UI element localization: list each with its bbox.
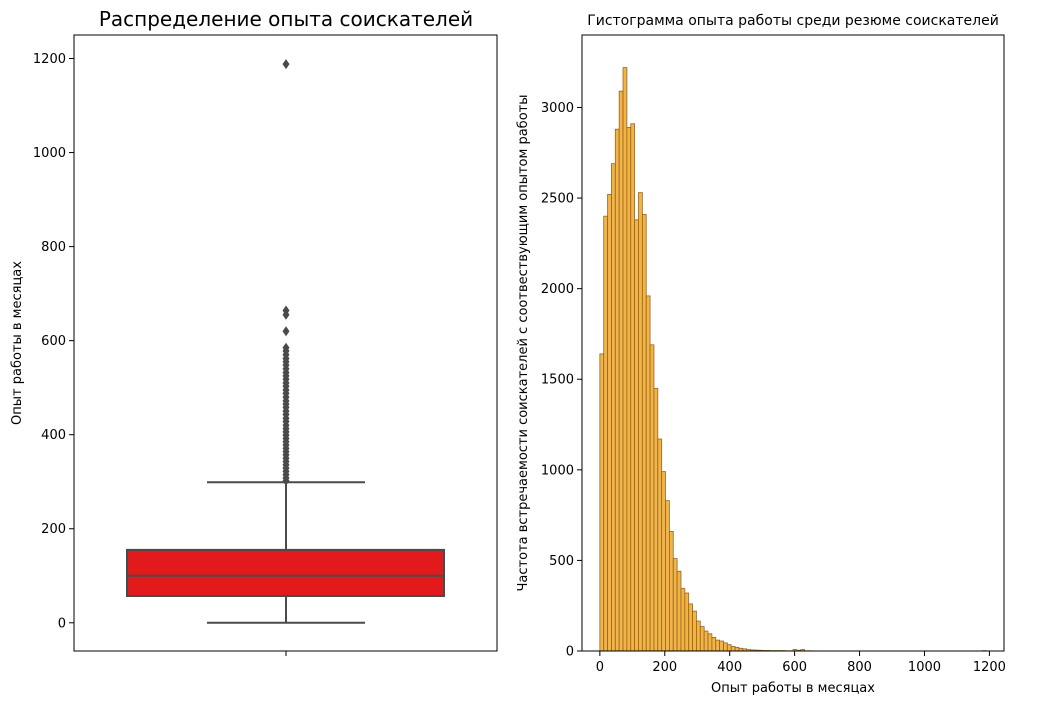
histogram-x-tick-label: 800: [847, 660, 872, 675]
histogram-y-axis: 0 500 1000 1500 2000 2500 3000: [541, 101, 582, 660]
boxplot-y-tick-label: 600: [41, 334, 66, 349]
histogram-bar: [599, 353, 605, 652]
histogram-bar: [626, 127, 632, 652]
histogram-bar: [630, 123, 636, 652]
histogram-x-tick-label: 1000: [908, 660, 941, 675]
boxplot-body: [126, 481, 445, 624]
histogram-bar: [634, 219, 639, 652]
histogram-bar: [699, 626, 705, 652]
histogram-bar: [622, 67, 628, 652]
histogram-bar: [607, 194, 612, 652]
boxplot-box: [126, 548, 445, 597]
boxplot-outlier: [282, 309, 290, 320]
boxplot-y-tick-label: 400: [41, 428, 66, 443]
histogram-bar: [649, 344, 655, 652]
boxplot-outliers: [282, 59, 290, 486]
histogram-bar: [603, 215, 608, 652]
histogram-axes-frame: [581, 34, 1005, 652]
boxplot-outlier: [282, 475, 290, 486]
histogram-y-tick-label: 1000: [541, 463, 574, 478]
histogram-bar: [723, 642, 728, 652]
histogram-bar: [653, 387, 659, 652]
boxplot-axes-frame: [73, 34, 498, 652]
histogram-bar: [618, 90, 624, 652]
boxplot-y-axis: 0 200 400 600 800 1000 1200: [33, 52, 74, 631]
histogram-title: Гистограмма опыта работы среди резюме со…: [587, 13, 999, 29]
histogram-bar: [641, 213, 647, 652]
histogram-xlabel: Опыт работы в месяцах: [711, 681, 875, 696]
histogram-x-tick-label: 400: [717, 660, 742, 675]
boxplot-y-tick-label: 800: [41, 240, 66, 255]
histogram-x-tick-label: 0: [596, 660, 604, 675]
histogram-y-tick-label: 1500: [541, 373, 574, 388]
histogram-y-tick-label: 3000: [541, 101, 574, 116]
histogram-bar: [730, 646, 736, 652]
histogram-bar: [688, 603, 693, 652]
histogram-y-tick-label: 0: [566, 645, 574, 660]
histogram-ylabel: Частота встречаемости соискателей с соот…: [516, 95, 531, 592]
histogram-bar: [711, 637, 717, 652]
histogram-bar: [672, 558, 678, 652]
histogram-bar: [715, 639, 721, 652]
histogram-x-tick-label: 1200: [973, 660, 1006, 675]
histogram-bar: [703, 630, 709, 652]
histogram-bar: [734, 646, 740, 652]
boxplot-y-tick-label: 1000: [33, 146, 66, 161]
histogram-bar: [726, 644, 732, 652]
boxplot-outlier: [282, 326, 290, 337]
boxplot-y-tick-label: 200: [41, 522, 66, 537]
boxplot-y-tick-label: 0: [58, 616, 66, 631]
histogram-bars: [599, 67, 987, 652]
histogram-bar: [676, 570, 682, 652]
boxplot-title: Распределение опыта соискателей: [99, 7, 473, 31]
histogram-bar: [684, 592, 690, 652]
boxplot-outlier: [282, 59, 290, 70]
histogram-bar: [657, 438, 663, 652]
boxplot-ylabel: Опыт работы в месяцах: [10, 261, 25, 425]
histogram-x-tick-label: 200: [652, 660, 677, 675]
histogram-bar: [661, 471, 666, 652]
histogram-x-tick-label: 600: [782, 660, 807, 675]
histogram-bar: [707, 633, 713, 652]
histogram-x-axis: 0 200 400 600 800 1000 1200: [596, 651, 1006, 675]
boxplot-y-tick-label: 1200: [33, 52, 66, 67]
histogram-bar: [665, 500, 670, 652]
histogram-y-tick-label: 2000: [541, 282, 574, 297]
histogram-panel: Гистограмма опыта работы среди резюме со…: [516, 13, 1006, 696]
histogram-bar: [645, 295, 651, 652]
histogram-bar: [692, 610, 697, 652]
histogram-bar: [719, 640, 724, 652]
histogram-bar: [614, 128, 620, 652]
histogram-bar: [696, 620, 701, 652]
boxplot-panel: Распределение опыта соискателей Опыт раб…: [10, 7, 498, 656]
histogram-bar: [638, 192, 643, 652]
histogram-y-tick-label: 2500: [541, 192, 574, 207]
histogram-bar: [611, 163, 616, 652]
histogram-bar: [680, 588, 686, 652]
histogram-bar: [668, 531, 674, 652]
histogram-y-tick-label: 500: [549, 554, 574, 569]
